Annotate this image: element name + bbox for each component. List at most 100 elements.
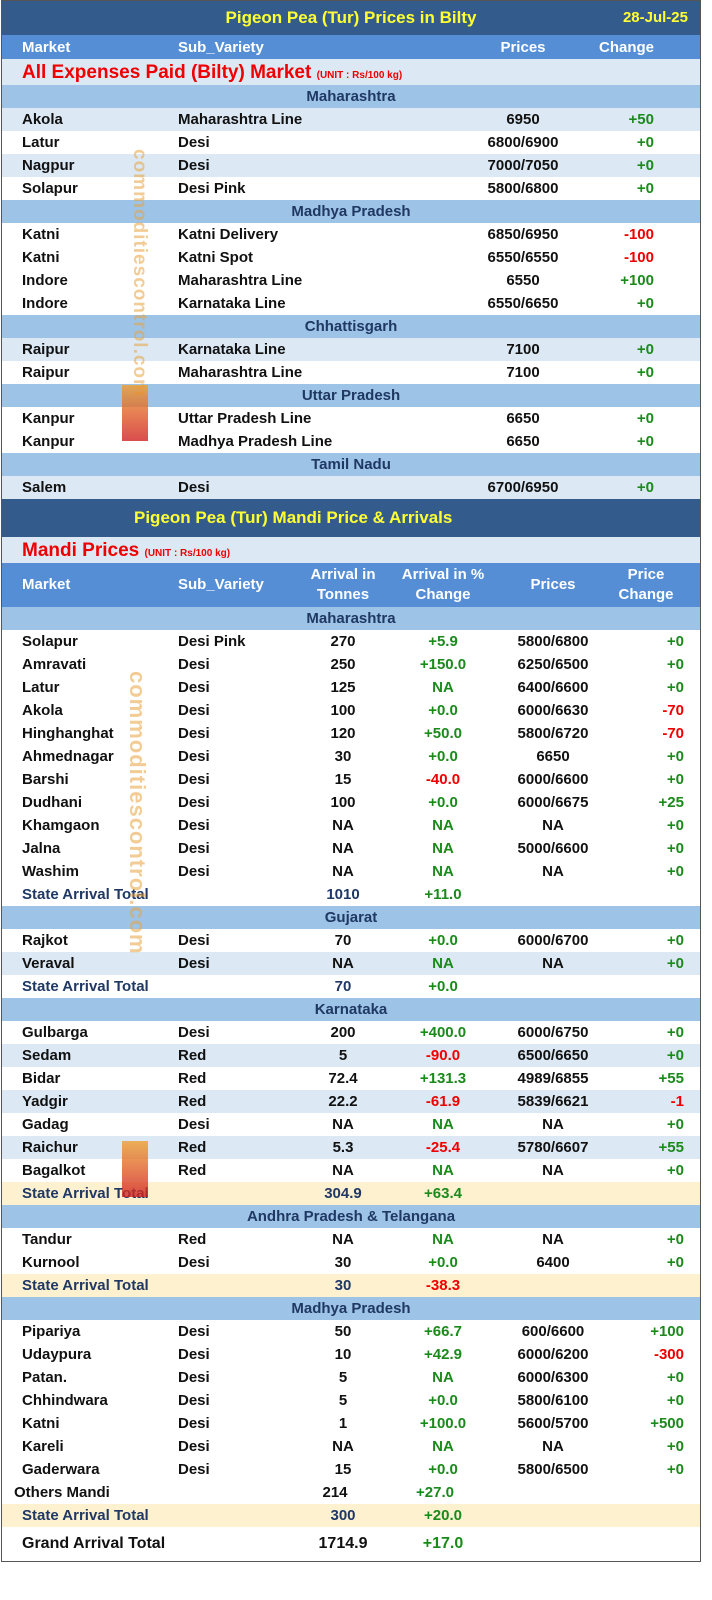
sub-variety: Desi: [178, 771, 210, 788]
market-name: Tandur: [22, 1231, 72, 1248]
state-header: Andhra Pradesh & Telangana: [2, 1205, 700, 1228]
price-change: +0: [666, 679, 684, 696]
price-change: +500: [650, 1415, 684, 1432]
price-change: -70: [662, 702, 684, 719]
market-name: Amravati: [22, 656, 87, 673]
sub-variety: Maharashtra Line: [178, 364, 303, 381]
table-row: Gaderwara Desi 15 +0.0 5800/6500 +0: [2, 1458, 700, 1481]
blank: [178, 1274, 298, 1297]
header-sub-variety: Sub_Variety: [178, 576, 264, 593]
arrival-change: +5.9: [428, 633, 458, 650]
sub-variety: Maharashtra Line: [178, 111, 303, 128]
sub-variety: Desi: [178, 1254, 210, 1271]
market-name: Solapur: [22, 180, 78, 197]
arrival-change: +0.0: [428, 1392, 458, 1409]
arrival-change: NA: [432, 955, 454, 972]
mandi-header-row: Market Sub_Variety Arrival in Tonnes Arr…: [2, 563, 700, 607]
price: 5800/6500: [517, 1461, 589, 1478]
sub-variety: Desi Pink: [178, 633, 246, 650]
state-header: Tamil Nadu: [2, 453, 700, 476]
price-change: +0: [636, 341, 654, 358]
price: 6550/6550: [487, 249, 559, 266]
price-change: +55: [658, 1139, 684, 1156]
price: 6550/6650: [487, 295, 559, 312]
price-change: +0: [666, 817, 684, 834]
header-arrival-change: Arrival in % Change: [401, 566, 485, 603]
price: 6400/6600: [517, 679, 589, 696]
total-label: State Arrival Total: [22, 1507, 149, 1524]
sub-variety: Maharashtra Line: [178, 272, 303, 289]
table-row: Hinghanghat Desi 120 +50.0 5800/6720 -70: [2, 722, 700, 745]
price-change: +0: [636, 157, 654, 174]
price: NA: [542, 955, 564, 972]
bilty-section-title: All Expenses Paid (Bilty) Market (UNIT :…: [2, 59, 700, 85]
blank: [178, 975, 298, 998]
price-change: +0: [666, 1162, 684, 1179]
market-name: Indore: [22, 272, 68, 289]
price-change: +0: [636, 180, 654, 197]
market-name: Solapur: [22, 633, 78, 650]
price-change: +0: [666, 863, 684, 880]
sub-variety: Desi: [178, 840, 210, 857]
market-name: Yadgir: [22, 1093, 68, 1110]
market-name: Bagalkot: [22, 1162, 86, 1179]
table-row: Katni Desi 1 +100.0 5600/5700 +500: [2, 1412, 700, 1435]
market-name: Gaderwara: [22, 1461, 100, 1478]
arrival: NA: [332, 1231, 354, 1248]
price-change: +55: [658, 1070, 684, 1087]
market-name: Washim: [22, 863, 79, 880]
total-arrival: 70: [334, 978, 352, 995]
sub-variety: Desi: [178, 863, 210, 880]
state-header: Chhattisgarh: [2, 315, 700, 338]
price-change: +0: [666, 748, 684, 765]
mandi-section-title: Mandi Prices (UNIT : Rs/100 kg): [2, 537, 700, 563]
arrival-change: +0.0: [428, 932, 458, 949]
arrival-change: -40.0: [425, 771, 461, 788]
sub-variety: Desi: [178, 725, 210, 742]
price-report: Pigeon Pea (Tur) Prices in Bilty 28-Jul-…: [1, 0, 701, 1562]
price-change: +100: [620, 272, 654, 289]
price: 6000/6200: [517, 1346, 589, 1363]
price-change: +0: [666, 1461, 684, 1478]
bilty-unit: (UNIT : Rs/100 kg): [316, 70, 403, 81]
header-prices: Prices: [500, 38, 546, 56]
table-row: Raipur Karnataka Line 7100 +0: [2, 338, 700, 361]
arrival-change: +100.0: [419, 1415, 467, 1432]
price: 6000/6300: [517, 1369, 589, 1386]
market-name: Rajkot: [22, 932, 68, 949]
arrival-change: +0.0: [428, 702, 458, 719]
table-row: Barshi Desi 15 -40.0 6000/6600 +0: [2, 768, 700, 791]
header-sub-variety: Sub_Variety: [178, 38, 264, 56]
total-arrival: 30: [334, 1277, 352, 1294]
market-name: Chhindwara: [22, 1392, 108, 1409]
watermark-logo-icon: [122, 1141, 148, 1197]
arrival-change: NA: [432, 840, 454, 857]
total-arrival-change: +11.0: [424, 886, 462, 903]
sub-variety: Desi: [178, 679, 210, 696]
table-row: Patan. Desi 5 NA 6000/6300 +0: [2, 1366, 700, 1389]
mandi-table: Maharashtra Solapur Desi Pink 270 +5.9 5800/6…: [2, 607, 700, 1527]
header-change: Change: [598, 38, 654, 56]
market-name: Raichur: [22, 1139, 78, 1156]
arrival: 5: [338, 1369, 348, 1386]
sub-variety: Desi: [178, 932, 210, 949]
market-name: Nagpur: [22, 157, 75, 174]
sub-variety: Desi: [178, 955, 210, 972]
market-name: Kanpur: [22, 410, 75, 427]
price-change: +0: [666, 1116, 684, 1133]
arrival: 10: [334, 1346, 352, 1363]
arrival: 120: [330, 725, 356, 742]
price: 5839/6621: [517, 1093, 589, 1110]
arrival-change: NA: [432, 817, 454, 834]
market-name: Veraval: [22, 955, 75, 972]
arrival: 270: [330, 633, 356, 650]
price: 6000/6600: [517, 771, 589, 788]
market-name: Hinghanghat: [22, 725, 114, 742]
grand-total-arrival: 1714.9: [318, 1535, 368, 1552]
market-name: Katni: [22, 226, 60, 243]
market-name: Dudhani: [22, 794, 82, 811]
market-name: Sedam: [22, 1047, 72, 1064]
arrival: 30: [334, 748, 352, 765]
watermark-logo-icon: [122, 385, 148, 441]
market-name: Kanpur: [22, 433, 75, 450]
